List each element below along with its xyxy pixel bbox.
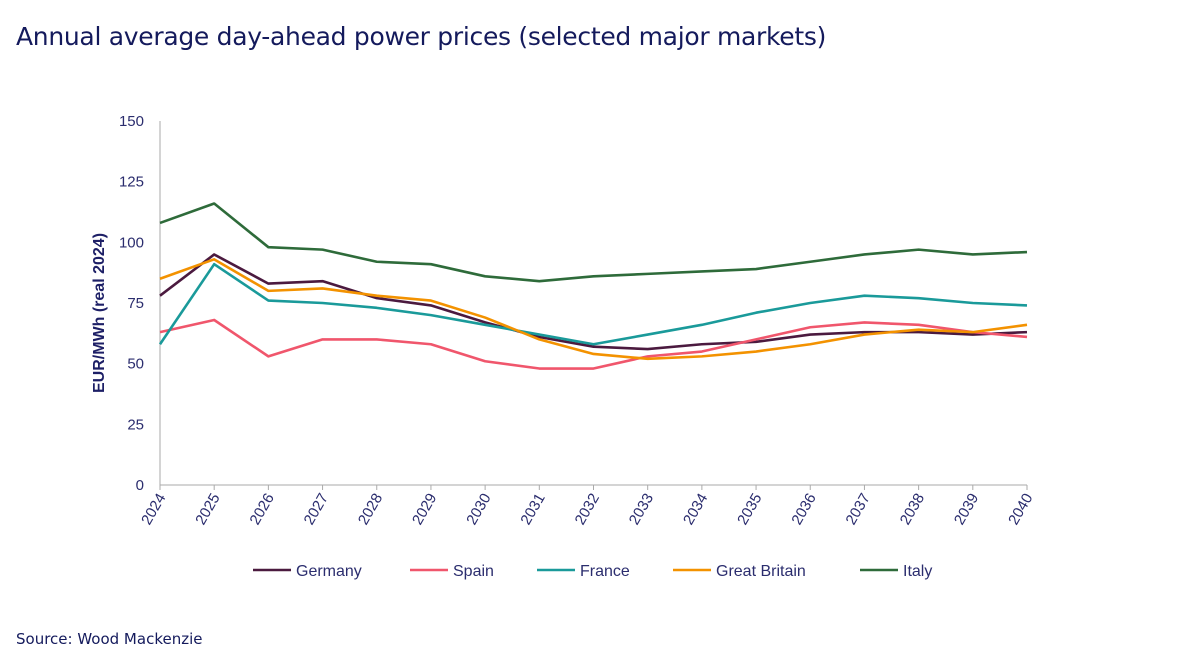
x-tick-label: 2033 — [626, 491, 657, 528]
x-tick-label: 2025 — [192, 491, 223, 528]
y-tick-label: 75 — [127, 295, 144, 312]
x-tick-label: 2028 — [355, 491, 386, 528]
x-tick-label: 2027 — [301, 491, 332, 528]
y-tick-label: 25 — [127, 416, 144, 433]
series-line-spain — [159, 318, 1028, 370]
x-tick-label: 2036 — [788, 491, 819, 528]
legend-label: France — [580, 563, 630, 580]
x-tick-label: 2032 — [572, 491, 603, 528]
x-tick-label: 2038 — [897, 491, 928, 528]
x-tick-label: 2024 — [138, 491, 169, 528]
y-tick-label: 125 — [119, 174, 144, 191]
source-note: Source: Wood Mackenzie — [16, 630, 203, 648]
x-tick-label: 2037 — [842, 491, 873, 528]
x-tick-label: 2034 — [680, 491, 711, 528]
legend-label: Italy — [903, 563, 932, 580]
y-tick-label: 0 — [136, 477, 144, 494]
series-line-great-britain — [159, 258, 1028, 361]
x-tick-label: 2030 — [463, 491, 494, 528]
series-line-italy — [159, 202, 1028, 283]
y-tick-label: 150 — [119, 113, 144, 130]
x-tick-label: 2031 — [517, 491, 548, 528]
x-tick-label: 2039 — [951, 491, 982, 528]
legend-label: Germany — [296, 563, 362, 580]
series-line-france — [158, 262, 1028, 346]
legend-label: Spain — [453, 563, 494, 580]
y-tick-label: 50 — [127, 356, 144, 373]
x-tick-label: 2029 — [409, 491, 440, 528]
x-tick-label: 2026 — [246, 491, 277, 528]
x-tick-label: 2040 — [1005, 491, 1036, 528]
x-tick-label: 2035 — [734, 491, 765, 528]
y-axis-label: EUR/MWh (real 2024) — [91, 233, 108, 393]
chart-title: Annual average day-ahead power prices (s… — [16, 22, 827, 51]
legend-label: Great Britain — [716, 563, 806, 580]
y-tick-label: 100 — [119, 234, 144, 251]
